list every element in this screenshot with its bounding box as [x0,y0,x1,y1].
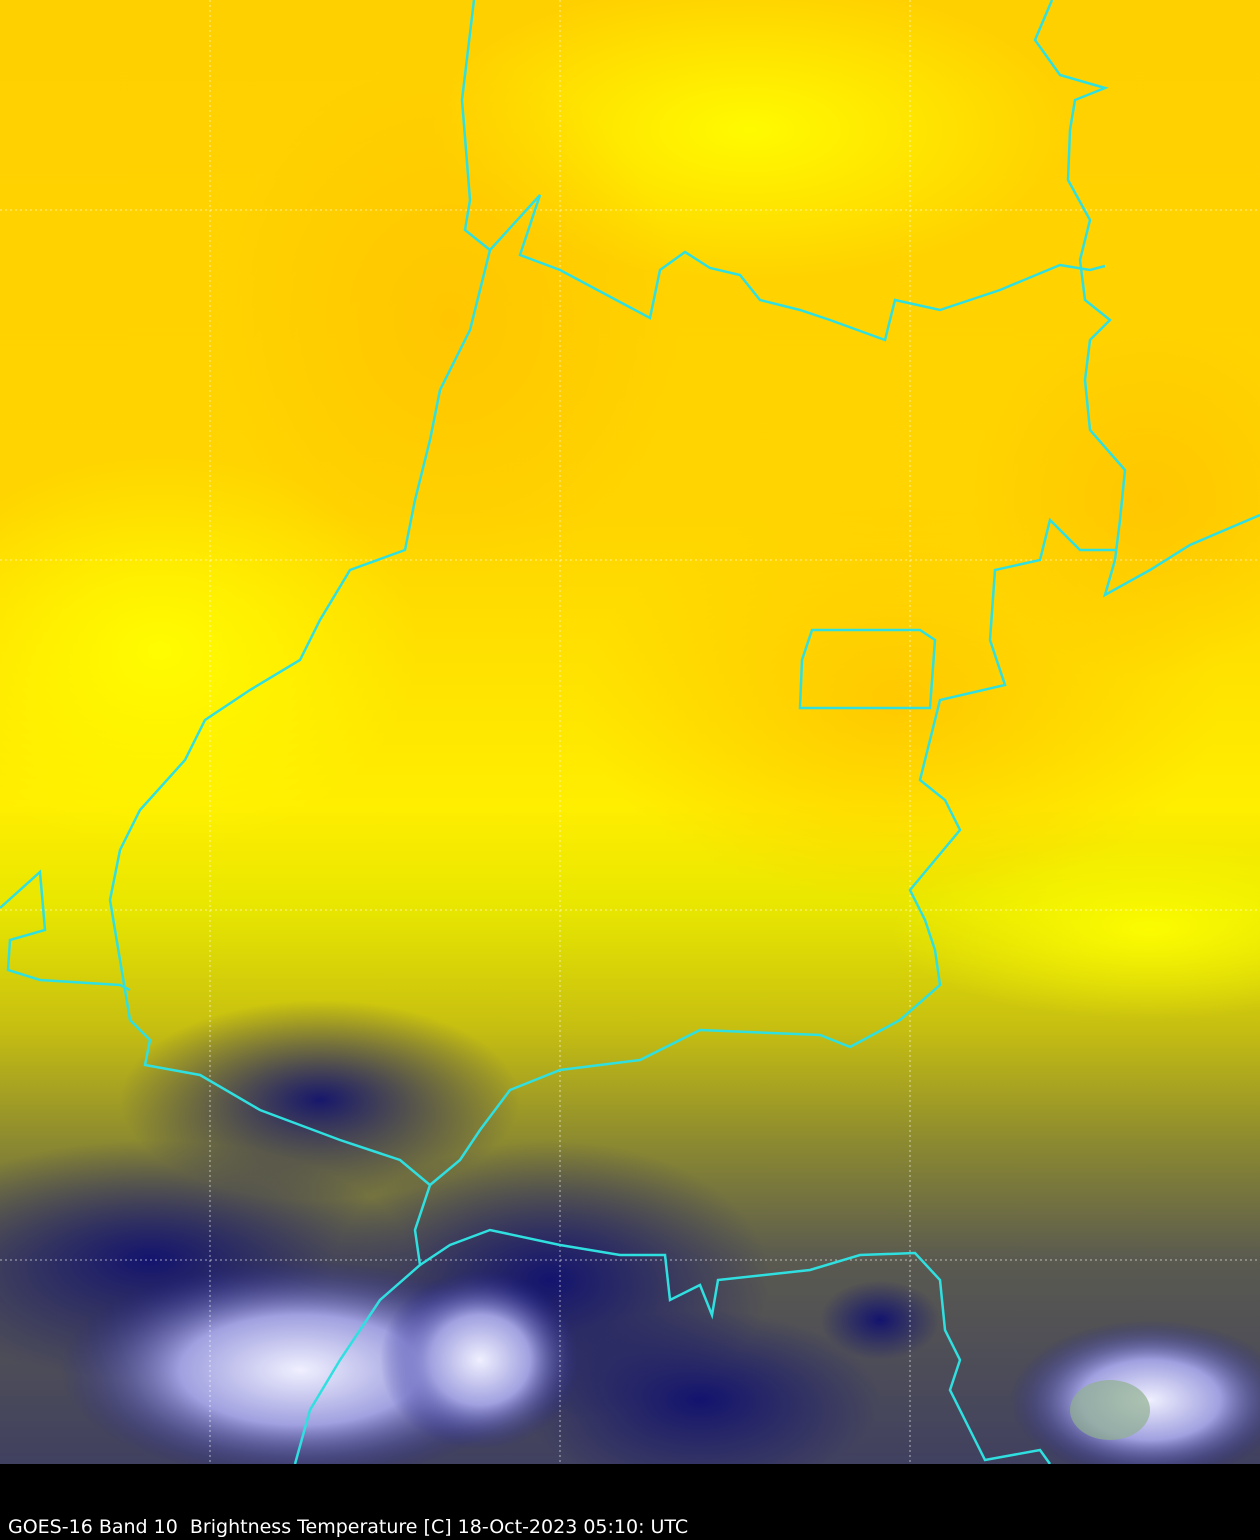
caption: GOES-16 Band 10 Brightness Temperature [… [8,1516,689,1538]
satellite-image [0,0,1260,1464]
graticule [0,0,1260,1464]
borders [0,0,1260,1464]
